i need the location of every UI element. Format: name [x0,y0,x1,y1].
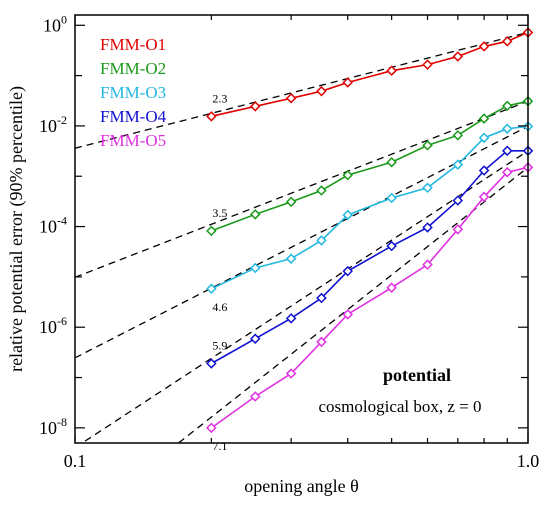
data-point [250,262,261,274]
annotation-subtitle: cosmological box, z = 0 [318,397,481,416]
data-point [422,182,433,194]
data-point [386,240,397,252]
data-point [342,169,353,181]
data-point [386,192,397,204]
data-point [478,113,490,124]
legend-entry: FMM-O2 [100,59,166,78]
data-series [206,27,534,434]
data-point [386,282,397,293]
slope-label: 3.5 [212,206,227,220]
series-fmm-o1 [206,27,534,122]
data-point [206,283,217,295]
y-tick-label: 10-2 [39,113,67,136]
data-point [452,51,464,62]
y-tick-label: 10-8 [39,415,67,438]
data-point [206,422,217,434]
data-point [250,209,261,220]
data-point [316,85,327,97]
data-point [250,333,261,344]
y-tick-label: 10-6 [39,314,67,337]
plot-frame [74,14,529,444]
data-point [342,77,353,88]
data-point [342,209,353,221]
fit-line [75,100,528,278]
data-point [478,132,490,144]
series-fmm-o5 [206,162,534,434]
data-point [285,92,297,104]
data-point [478,41,490,52]
y-axis-title: relative potential error (90% percentile… [6,86,27,372]
data-point [250,101,261,112]
x-tick-label: 1.0 [517,451,540,471]
data-point [502,100,513,112]
legend-entry: FMM-O5 [100,131,166,150]
data-point [316,336,327,348]
series-fmm-o2 [206,95,534,237]
data-point [452,130,464,141]
data-point [250,391,261,402]
data-point [502,123,513,134]
data-point [206,358,217,369]
y-tick-label: 100 [43,12,67,35]
data-point [285,196,297,208]
data-point [422,222,433,233]
data-point [316,235,327,246]
data-point [478,165,490,176]
data-point [452,195,464,206]
data-point [502,36,513,47]
data-point [316,185,327,196]
data-point [206,111,217,122]
data-point [452,224,464,235]
fit-line [177,166,528,443]
data-point [285,368,297,379]
data-point [478,191,490,203]
legend: FMM-O1 FMM-O2 FMM-O3 FMM-O4 FMM-O5 [100,35,167,150]
fit-lines [75,31,528,443]
data-point [502,145,513,157]
data-point [206,225,217,237]
data-point [422,259,433,270]
y-tick-label: 10-4 [39,214,67,237]
axis-ticks: 0.1 1.0 100 10-2 10-4 10-6 10-8 [39,12,539,471]
x-tick-label: 0.1 [64,451,87,471]
data-point [422,140,433,151]
data-point [422,59,433,70]
fit-line [81,150,528,443]
data-point [502,166,513,178]
series-fmm-o4 [206,145,534,369]
slope-label: 5.9 [212,339,227,353]
fit-line [75,31,528,149]
legend-entry: FMM-O3 [100,83,166,102]
data-point [285,253,297,264]
legend-entry: FMM-O1 [100,35,166,54]
data-point [342,309,353,320]
data-point [386,65,397,76]
slope-label: 4.6 [212,300,227,314]
data-point [316,292,327,304]
fit-line [75,125,528,359]
annotation-title: potential [383,365,451,385]
x-axis-title: opening angle θ [244,476,359,496]
slope-labels: 2.3 3.5 4.6 5.9 7.1 [212,91,227,453]
slope-label: 7.1 [212,439,227,453]
data-point [342,265,353,277]
data-point [386,156,397,168]
slope-label: 2.3 [212,91,227,105]
legend-entry: FMM-O4 [100,107,167,126]
data-point [452,159,464,170]
data-point [285,313,297,324]
